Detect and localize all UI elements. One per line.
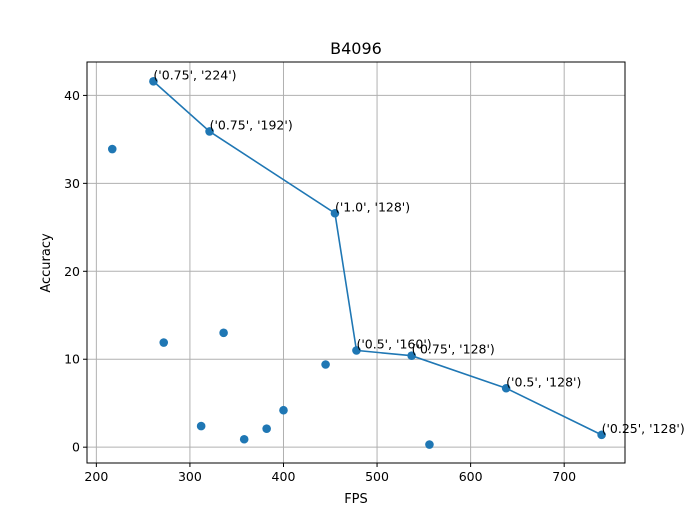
x-tick-label: 600	[459, 469, 483, 484]
y-tick-label: 40	[64, 88, 80, 103]
frontier-point	[149, 77, 158, 86]
axis-ticks: 200 300 400 500 600 700 0 10 20 30 40	[64, 88, 576, 484]
axes-frame	[86, 61, 626, 464]
data-point	[219, 328, 228, 338]
frontier-point	[330, 208, 340, 218]
data-points	[107, 77, 606, 449]
y-tick-label: 10	[64, 352, 80, 367]
data-point	[159, 338, 169, 347]
data-point	[196, 421, 206, 431]
y-tick-label: 30	[64, 176, 80, 191]
x-tick-label: 500	[365, 469, 389, 484]
frontier-point	[597, 430, 606, 440]
frontier-point	[205, 127, 214, 136]
y-tick-label: 0	[72, 440, 80, 455]
data-point	[321, 360, 330, 369]
point-labels: ('0.75', '224') ('0.75', '192') ('1.0', '1…	[153, 67, 684, 436]
grid	[87, 62, 625, 463]
frontier-point-label: ('0.75', '128')	[412, 342, 495, 357]
frontier-point-label: ('1.0', '128')	[335, 199, 410, 214]
frontier-point-label: ('0.5', '128')	[506, 374, 581, 389]
x-axis-label: FPS	[344, 492, 368, 507]
data-point	[262, 424, 271, 434]
frontier-point	[407, 351, 416, 361]
y-axis-label: Accuracy	[39, 233, 54, 293]
data-point	[279, 405, 288, 415]
x-tick-label: 200	[84, 469, 108, 484]
y-tick-label: 20	[64, 264, 80, 279]
frontier-point-label: ('0.75', '192')	[210, 117, 293, 132]
frontier-point	[501, 383, 511, 393]
data-point	[239, 434, 249, 444]
frontier-point-label: ('0.25', '128')	[602, 421, 685, 436]
frontier-point-label: ('0.5', '160')	[356, 336, 431, 351]
x-tick-label: 300	[178, 469, 202, 484]
frontier-point-label: ('0.75', '224')	[153, 67, 236, 82]
chart-title: B4096	[330, 39, 382, 58]
data-point	[425, 440, 434, 449]
data-point	[107, 144, 117, 154]
x-tick-label: 400	[272, 469, 296, 484]
x-tick-label: 700	[552, 469, 576, 484]
frontier-point	[352, 346, 361, 355]
